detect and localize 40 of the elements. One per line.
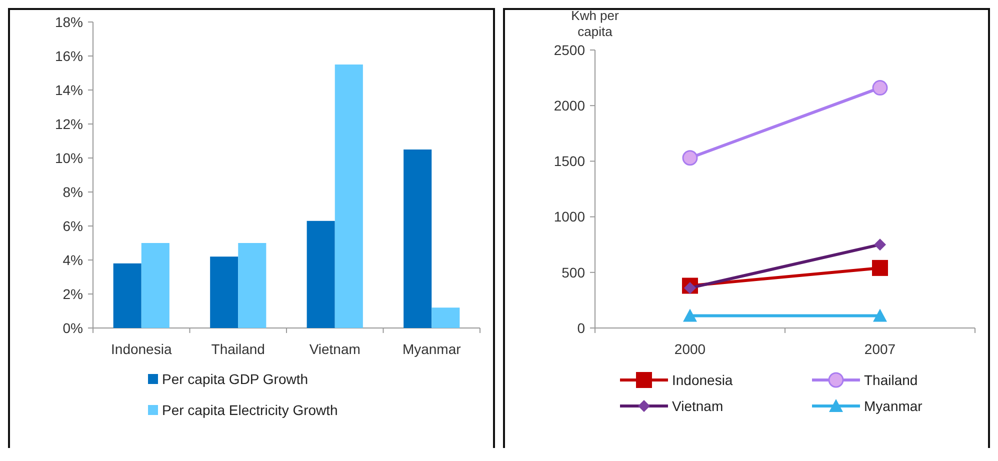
y-tick-label: 1000 [554, 208, 586, 225]
legend-label: Per capita Electricity Growth [162, 402, 338, 418]
y-tick-label: 8% [62, 184, 83, 200]
y-tick-label: 4% [62, 252, 83, 268]
y-tick-label: 14% [54, 82, 83, 98]
y-tick-label: 2% [62, 286, 83, 302]
y-tick-label: 0 [577, 320, 586, 336]
y-tick-label: 2500 [554, 42, 586, 58]
bar [334, 64, 363, 328]
y-tick-label: 2000 [554, 98, 586, 114]
y-tick-label: 16% [54, 48, 83, 64]
legend-label: Per capita GDP Growth [162, 371, 308, 387]
y-tick-label: 10% [54, 150, 83, 166]
legend-label: Myanmar [864, 398, 923, 414]
bar [113, 263, 142, 328]
x-tick-label: Indonesia [111, 341, 172, 357]
bar [432, 308, 460, 328]
x-tick-label: Myanmar [402, 341, 462, 357]
y-tick-label: 0% [62, 320, 83, 336]
x-tick-label: 2000 [674, 341, 706, 357]
x-tick-label: 2007 [864, 341, 896, 357]
y-axis-title: Kwh per capita [571, 8, 620, 39]
x-tick-label: Thailand [211, 341, 265, 357]
bar [238, 243, 266, 328]
legend-label: Vietnam [672, 398, 724, 414]
y-tick-label: 500 [562, 264, 586, 280]
y-tick-label: 12% [54, 116, 83, 132]
bar [210, 256, 238, 328]
y-tick-label: 1500 [554, 153, 586, 170]
y-tick-label: 6% [62, 218, 83, 234]
legend-label: Indonesia [672, 372, 733, 388]
point [682, 150, 698, 166]
point [872, 80, 888, 96]
bar [404, 150, 432, 328]
bar [141, 243, 170, 328]
legend-label: Thailand [864, 372, 918, 388]
point [872, 260, 888, 276]
bar [306, 220, 335, 328]
x-tick-label: Vietnam [309, 341, 360, 357]
y-tick-label: 18% [54, 14, 83, 30]
